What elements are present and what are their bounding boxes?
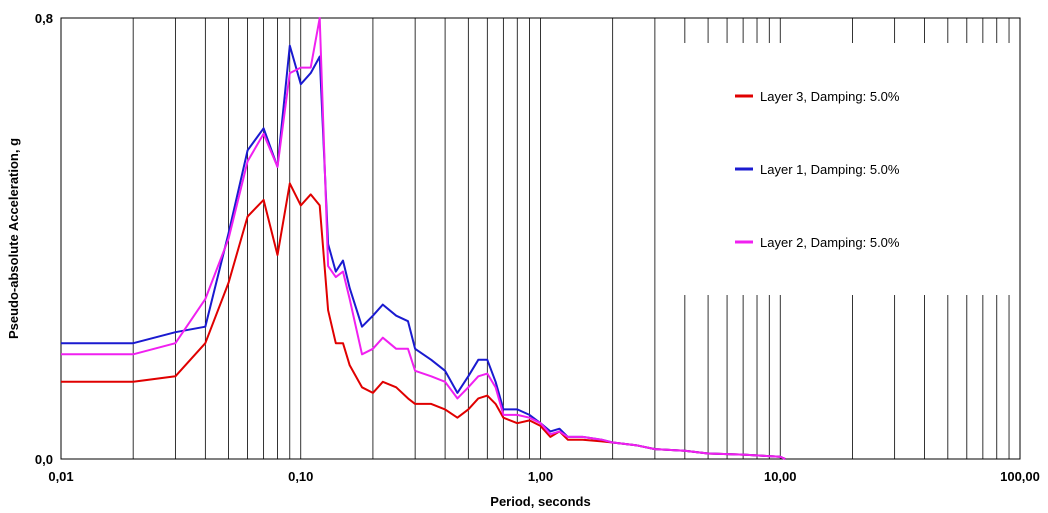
legend-label: Layer 3, Damping: 5.0% bbox=[760, 89, 900, 104]
y-tick-label: 0,0 bbox=[35, 452, 53, 467]
x-tick-label: 10,00 bbox=[764, 469, 797, 484]
legend-label: Layer 2, Damping: 5.0% bbox=[760, 235, 900, 250]
x-tick-label: 0,10 bbox=[288, 469, 313, 484]
y-axis-title: Pseudo-absolute Acceleration, g bbox=[6, 138, 21, 339]
x-tick-label: 0,01 bbox=[48, 469, 73, 484]
series-lines bbox=[61, 17, 786, 460]
tick-labels: 0,01 0,10 1,00 10,00 100,00 0,0 0,8 bbox=[35, 11, 1040, 484]
legend-label: Layer 1, Damping: 5.0% bbox=[760, 162, 900, 177]
x-tick-label: 100,00 bbox=[1000, 469, 1040, 484]
y-tick-label: 0,8 bbox=[35, 11, 53, 26]
legend: Layer 3, Damping: 5.0% Layer 1, Damping: … bbox=[735, 89, 900, 250]
series-line-3 bbox=[61, 17, 786, 460]
x-axis-title: Period, seconds bbox=[490, 494, 590, 509]
plot-area-frame bbox=[60, 17, 1021, 460]
legend-box bbox=[668, 43, 1012, 295]
x-tick-label: 1,00 bbox=[528, 469, 553, 484]
